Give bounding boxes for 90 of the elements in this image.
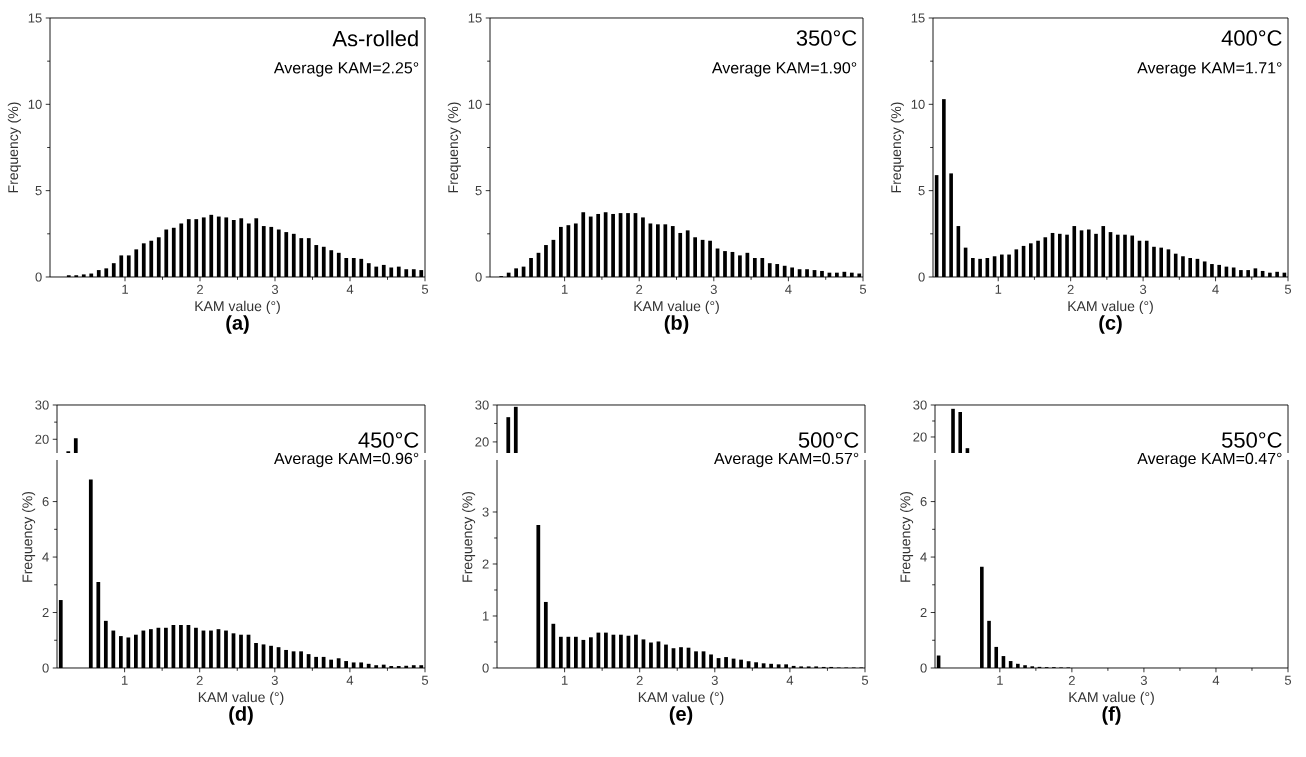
x-tick-label: 5: [1284, 675, 1292, 685]
y-tick-label: 3: [482, 507, 489, 517]
y-tick-label: 0: [35, 272, 42, 282]
x-tick-label: 4: [786, 675, 794, 685]
text: (e): [669, 706, 693, 725]
x-axis-title: KAM value (°): [198, 691, 284, 705]
y-tick-label: 30: [913, 400, 927, 410]
y-tick-label: 20: [475, 437, 489, 447]
y-tick-label: 6: [920, 496, 927, 507]
y-tick-label: 6: [42, 496, 49, 507]
x-tick-label: 1: [121, 675, 128, 685]
x-tick-label: 2: [196, 675, 203, 685]
x-tick-label: 5: [1284, 284, 1292, 294]
annotation: Average KAM=1.90°: [711, 62, 857, 77]
y-tick-label: 4: [920, 552, 927, 562]
x-tick-label: 2: [636, 675, 643, 685]
annotation: Average KAM=1.71°: [1137, 62, 1282, 77]
x-tick-label: 5: [861, 675, 869, 685]
y-tick-label: 10: [28, 99, 42, 109]
y-tick-label: 20: [913, 432, 927, 442]
y-tick-label: 20: [35, 434, 49, 444]
text: (b): [664, 315, 689, 334]
annotation: 450°C: [358, 432, 419, 448]
y-tick-label: 1: [482, 611, 489, 621]
annotation: 500°C: [798, 432, 859, 448]
y-axis-title: Frequency (%): [7, 102, 21, 193]
y-tick-label: 0: [482, 663, 489, 673]
x-tick-label: 3: [711, 675, 718, 685]
y-tick-label: 0: [475, 272, 482, 282]
x-tick-label: 3: [1140, 675, 1147, 685]
y-tick-label: 30: [35, 400, 49, 410]
x-tick-label: 4: [785, 284, 792, 294]
x-tick-label: 2: [636, 284, 643, 294]
x-tick-label: 1: [995, 284, 1002, 294]
text: (f): [1102, 706, 1121, 725]
x-tick-label: 1: [122, 284, 128, 294]
x-tick-label: 4: [1212, 284, 1219, 294]
x-tick-label: 5: [421, 284, 429, 294]
y-tick-label: 5: [918, 186, 925, 196]
annotation: Average KAM=0.47°: [1137, 452, 1282, 468]
x-axis-title: KAM value (°): [1069, 691, 1154, 705]
annotation: Average KAM=2.25°: [273, 62, 419, 77]
y-tick-label: 4: [42, 552, 49, 562]
y-tick-label: 15: [468, 13, 482, 23]
y-axis-title: Frequency (%): [900, 491, 914, 582]
x-tick-label: 5: [859, 284, 867, 294]
annotation: 350°C: [796, 30, 857, 46]
annotation: 400°C: [1221, 30, 1282, 46]
x-tick-label: 3: [710, 284, 717, 294]
x-tick-label: 2: [1067, 284, 1074, 294]
text: (d): [229, 706, 253, 725]
annotation: 550°C: [1221, 432, 1282, 448]
x-tick-label: 3: [1139, 284, 1147, 294]
x-tick-label: 1: [561, 284, 568, 294]
y-tick-label: 0: [920, 663, 927, 673]
x-tick-label: 3: [271, 284, 279, 294]
annotation: Average KAM=0.57°: [714, 452, 859, 468]
y-tick-label: 0: [918, 272, 925, 282]
annotation: Average KAM=0.96°: [274, 452, 419, 468]
y-tick-label: 2: [920, 607, 927, 618]
text: (c): [1099, 315, 1122, 334]
x-axis-title: KAM value (°): [638, 691, 724, 705]
x-tick-label: 4: [346, 284, 354, 294]
y-tick-label: 10: [911, 99, 925, 109]
y-tick-label: 15: [28, 13, 42, 23]
y-tick-label: 2: [482, 559, 489, 569]
x-tick-label: 1: [561, 675, 568, 685]
y-axis-title: Frequency (%): [447, 102, 461, 193]
y-tick-label: 30: [475, 400, 489, 410]
y-tick-label: 15: [911, 13, 925, 23]
y-axis-title: Frequency (%): [22, 491, 36, 582]
y-tick-label: 0: [42, 663, 49, 673]
y-axis-title: Frequency (%): [462, 491, 476, 582]
x-tick-label: 2: [197, 284, 203, 294]
y-tick-label: 5: [35, 186, 42, 196]
x-tick-label: 3: [271, 675, 278, 685]
x-tick-label: 4: [1212, 675, 1220, 685]
x-tick-label: 2: [1068, 675, 1075, 685]
y-tick-label: 10: [468, 99, 482, 109]
text: (a): [226, 315, 249, 334]
x-axis-title: KAM value (°): [195, 300, 280, 314]
x-axis-title: KAM value (°): [1068, 300, 1153, 314]
y-tick-label: 2: [42, 607, 49, 618]
y-axis-title: Frequency (%): [890, 102, 904, 193]
x-tick-label: 1: [997, 675, 1003, 685]
annotation: As-rolled: [332, 30, 418, 47]
y-tick-label: 5: [475, 186, 482, 196]
x-axis-title: KAM value (°): [634, 300, 719, 314]
x-tick-label: 5: [421, 675, 429, 685]
x-tick-label: 4: [346, 675, 354, 685]
